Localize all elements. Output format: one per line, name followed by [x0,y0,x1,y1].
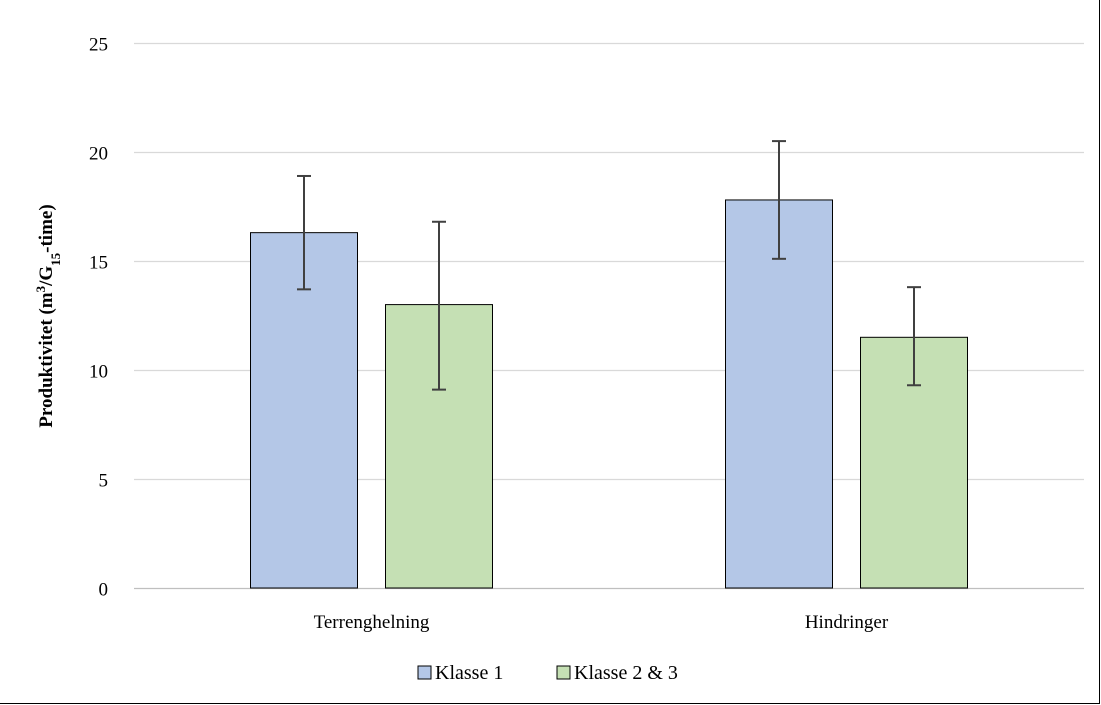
legend-label: Klasse 1 [435,662,503,684]
legend-swatch [556,665,571,680]
x-tick-label: Hindringer [805,612,889,633]
legend: Klasse 1 Klasse 2 & 3 [417,662,678,684]
x-tick-label: Terrenghelning [314,612,430,633]
bar [725,199,833,589]
bars [250,199,968,589]
y-tick-label: 0 [99,580,109,601]
y-tick-labels: 0 5 10 15 20 25 [89,35,108,601]
y-tick-label: 10 [89,362,108,383]
bar [250,232,358,589]
legend-label: Klasse 2 & 3 [574,662,678,684]
legend-swatch [417,665,432,680]
y-tick-label: 5 [99,471,109,492]
y-tick-label: 20 [89,144,108,165]
y-tick-label: 15 [89,253,108,274]
x-tick-labels: Terrenghelning Hindringer [314,612,889,633]
y-axis-label: Produktivitet (m3/G15-time) [33,204,63,427]
error-bars [297,140,921,391]
y-tick-label: 25 [89,35,108,56]
